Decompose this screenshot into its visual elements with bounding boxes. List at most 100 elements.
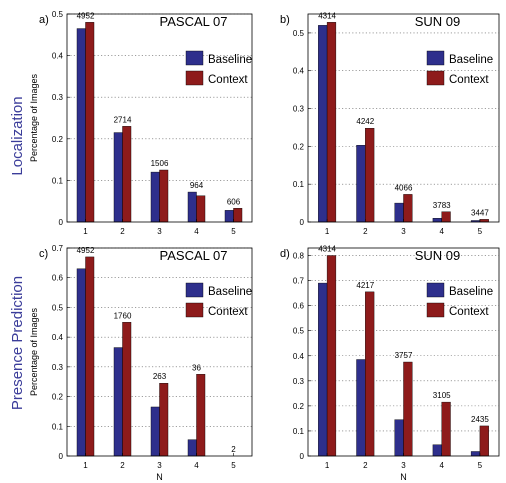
bar-baseline [187, 191, 197, 223]
bar-context [326, 22, 337, 223]
count-label: 1760 [114, 311, 132, 320]
bar-baseline [470, 451, 481, 457]
bar-context [159, 169, 169, 223]
count-label: 606 [227, 197, 241, 206]
count-label: 2 [231, 445, 236, 454]
count-label: 3447 [471, 208, 489, 217]
legend-swatch-context [426, 70, 445, 86]
x-tick-label: 3 [401, 227, 406, 236]
y-tick-label: 0.3 [52, 363, 64, 372]
bar-baseline [113, 347, 123, 457]
count-label: 4217 [356, 281, 374, 290]
legend-swatch-context [426, 302, 445, 318]
bar-context [122, 126, 132, 223]
y-axis-label: Percentage of Images [29, 307, 39, 396]
bar-baseline [432, 218, 442, 223]
bar-baseline [187, 439, 197, 457]
y-tick-label: 0.7 [293, 277, 305, 286]
x-tick-label: 1 [83, 227, 88, 236]
bar-context [85, 256, 95, 457]
plot-frame [307, 13, 500, 223]
bar-context [441, 211, 451, 223]
y-tick-label: 0.2 [293, 402, 305, 411]
y-tick-label: 0.4 [52, 333, 64, 342]
row-label-localization: Localization [9, 96, 26, 175]
bar-context [365, 128, 375, 223]
panel-title: PASCAL 07 [160, 248, 228, 263]
bar-baseline [113, 132, 123, 223]
count-label: 4066 [395, 183, 413, 192]
y-tick-label: 0.4 [52, 52, 64, 61]
legend-label-baseline: Baseline [208, 286, 252, 298]
x-tick-label: 3 [157, 461, 162, 470]
bar-context [196, 195, 206, 223]
y-tick-label: 0.1 [293, 427, 305, 436]
bar-baseline [394, 202, 404, 223]
count-label: 964 [190, 181, 204, 190]
y-tick-label: 0.5 [293, 29, 305, 38]
bar-context [122, 322, 132, 457]
bar-context [403, 361, 413, 457]
x-axis-label: N [156, 472, 163, 482]
count-label: 4314 [318, 245, 336, 254]
bar-baseline [224, 210, 234, 223]
y-tick-label: 0.8 [293, 252, 305, 261]
panel-letter: c) [39, 248, 48, 260]
y-tick-label: 0.3 [52, 93, 64, 102]
count-label: 3105 [433, 391, 451, 400]
bar-baseline [432, 444, 442, 457]
legend-swatch-baseline [185, 282, 204, 298]
legend-label-context: Context [208, 74, 248, 86]
x-tick-label: 4 [439, 461, 444, 470]
bar-baseline [318, 25, 328, 223]
y-tick-label: 0.3 [293, 105, 305, 114]
legend-swatch-baseline [426, 50, 445, 66]
bar-context [365, 291, 375, 457]
plot-frame [307, 247, 500, 457]
bar-baseline [76, 268, 86, 457]
x-tick-label: 2 [363, 461, 368, 470]
x-tick-label: 5 [478, 227, 483, 236]
y-tick-label: 0.7 [52, 244, 64, 253]
count-label: 2435 [471, 415, 489, 424]
y-tick-label: 0.2 [293, 142, 305, 151]
legend-label-context: Context [449, 74, 489, 86]
bar-baseline [150, 406, 160, 457]
y-tick-label: 0.4 [293, 67, 305, 76]
row-label-presence-prediction: Presence Prediction [9, 276, 26, 410]
bar-baseline [356, 359, 366, 457]
x-tick-label: 1 [325, 227, 330, 236]
legend-swatch-baseline [426, 282, 445, 298]
y-tick-label: 0.1 [52, 422, 64, 431]
legend-label-context: Context [449, 306, 489, 318]
count-label: 4314 [318, 11, 336, 20]
count-label: 3757 [395, 351, 413, 360]
plot-frame [66, 247, 253, 457]
panel-title: SUN 09 [415, 14, 461, 29]
y-axis-label: Percentage of Images [29, 73, 39, 162]
y-tick-label: 0.1 [52, 176, 64, 185]
bar-context [326, 255, 337, 457]
bar-baseline [356, 145, 366, 223]
count-label: 36 [192, 363, 201, 372]
bar-context [85, 22, 95, 223]
y-tick-label: 0.5 [52, 10, 64, 19]
x-tick-label: 2 [363, 227, 368, 236]
panel-letter: a) [39, 14, 49, 26]
panel-letter: d) [280, 248, 290, 260]
bar-baseline [76, 28, 86, 223]
legend-swatch-context [185, 70, 204, 86]
x-tick-label: 2 [120, 227, 125, 236]
plot-frame [66, 13, 253, 223]
x-tick-label: 5 [231, 461, 236, 470]
count-label: 1506 [151, 159, 169, 168]
legend-label-baseline: Baseline [449, 54, 493, 66]
legend-label-baseline: Baseline [449, 286, 493, 298]
panel-title: PASCAL 07 [160, 14, 228, 29]
y-tick-label: 0.6 [293, 302, 305, 311]
bar-baseline [394, 419, 404, 457]
count-label: 2714 [114, 115, 132, 124]
x-tick-label: 3 [157, 227, 162, 236]
bar-context [233, 208, 243, 223]
